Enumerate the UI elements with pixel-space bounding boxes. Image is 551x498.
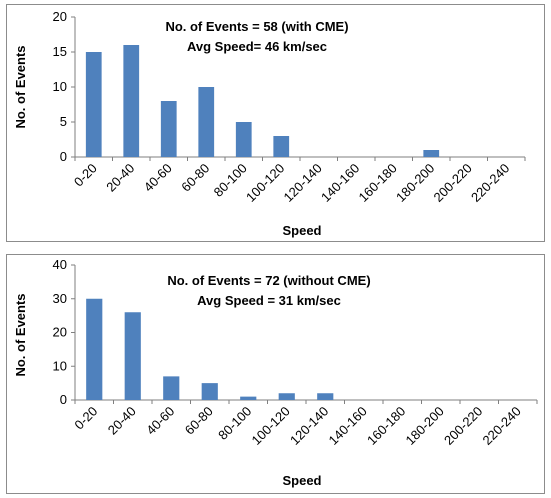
chart-without-cme: No. of Events Speed No. of Events = 72 (…	[13, 257, 538, 488]
x-tick-label: 40-60	[143, 404, 177, 438]
x-tick-label: 180-200	[403, 404, 447, 448]
x-tick-label: 140-160	[318, 161, 362, 205]
x-tick-label: 100-120	[243, 161, 287, 205]
x-tick-label: 0-20	[71, 404, 100, 433]
x-tick-label: 20-40	[105, 404, 139, 438]
annotation-avg-speed: Avg Speed = 31 km/sec	[197, 293, 341, 308]
bar	[163, 376, 180, 400]
y-tick-label: 0	[60, 392, 67, 407]
bar	[198, 87, 215, 157]
x-tick-label: 120-140	[287, 404, 331, 448]
y-tick-label: 15	[53, 44, 67, 59]
y-tick-label: 30	[53, 291, 67, 306]
y-tick-label: 40	[53, 257, 67, 272]
x-tick-label: 160-180	[364, 404, 408, 448]
bar	[273, 136, 290, 157]
y-tick-label: 0	[60, 149, 67, 164]
bar	[160, 101, 177, 157]
x-tick-label: 220-240	[480, 404, 524, 448]
chart-panel-without-cme: No. of Events Speed No. of Events = 72 (…	[6, 254, 545, 494]
x-tick-label: 160-180	[356, 161, 400, 205]
x-tick-label: 60-80	[182, 404, 216, 438]
y-tick-label: 20	[53, 325, 67, 340]
x-tick-label: 120-140	[281, 161, 325, 205]
y-axis-title: No. of Events	[13, 293, 28, 376]
bar	[278, 393, 295, 400]
bar	[201, 383, 218, 400]
x-tick-label: 100-120	[249, 404, 293, 448]
bar	[240, 396, 257, 400]
bar	[85, 52, 102, 157]
annotation-avg-speed: Avg Speed= 46 km/sec	[187, 39, 327, 54]
x-tick-label: 200-220	[441, 404, 485, 448]
y-tick-label: 20	[53, 9, 67, 24]
x-axis-title: Speed	[282, 223, 321, 238]
x-tick-label: 140-160	[326, 404, 370, 448]
x-tick-label: 180-200	[393, 161, 437, 205]
x-tick-label: 200-220	[431, 161, 475, 205]
bar	[317, 393, 334, 400]
x-tick-label: 60-80	[178, 161, 212, 195]
annotation-event-count: No. of Events = 72 (without CME)	[167, 273, 370, 288]
annotation-event-count: No. of Events = 58 (with CME)	[165, 19, 348, 34]
bar	[86, 298, 103, 400]
y-tick-label: 10	[53, 358, 67, 373]
x-tick-label: 20-40	[103, 161, 137, 195]
bar	[124, 312, 141, 400]
y-tick-label: 10	[53, 79, 67, 94]
chart-panel-with-cme: No. of Events Speed No. of Events = 58 (…	[6, 4, 545, 242]
x-axis-title: Speed	[282, 473, 321, 488]
x-tick-label: 220-240	[468, 161, 512, 205]
bar	[423, 150, 440, 157]
chart-with-cme: No. of Events Speed No. of Events = 58 (…	[13, 9, 526, 238]
bar	[123, 45, 140, 157]
y-axis-title: No. of Events	[13, 45, 28, 128]
y-tick-label: 5	[60, 114, 67, 129]
x-tick-label: 0-20	[71, 161, 100, 190]
x-tick-label: 40-60	[141, 161, 175, 195]
bar	[235, 122, 252, 157]
